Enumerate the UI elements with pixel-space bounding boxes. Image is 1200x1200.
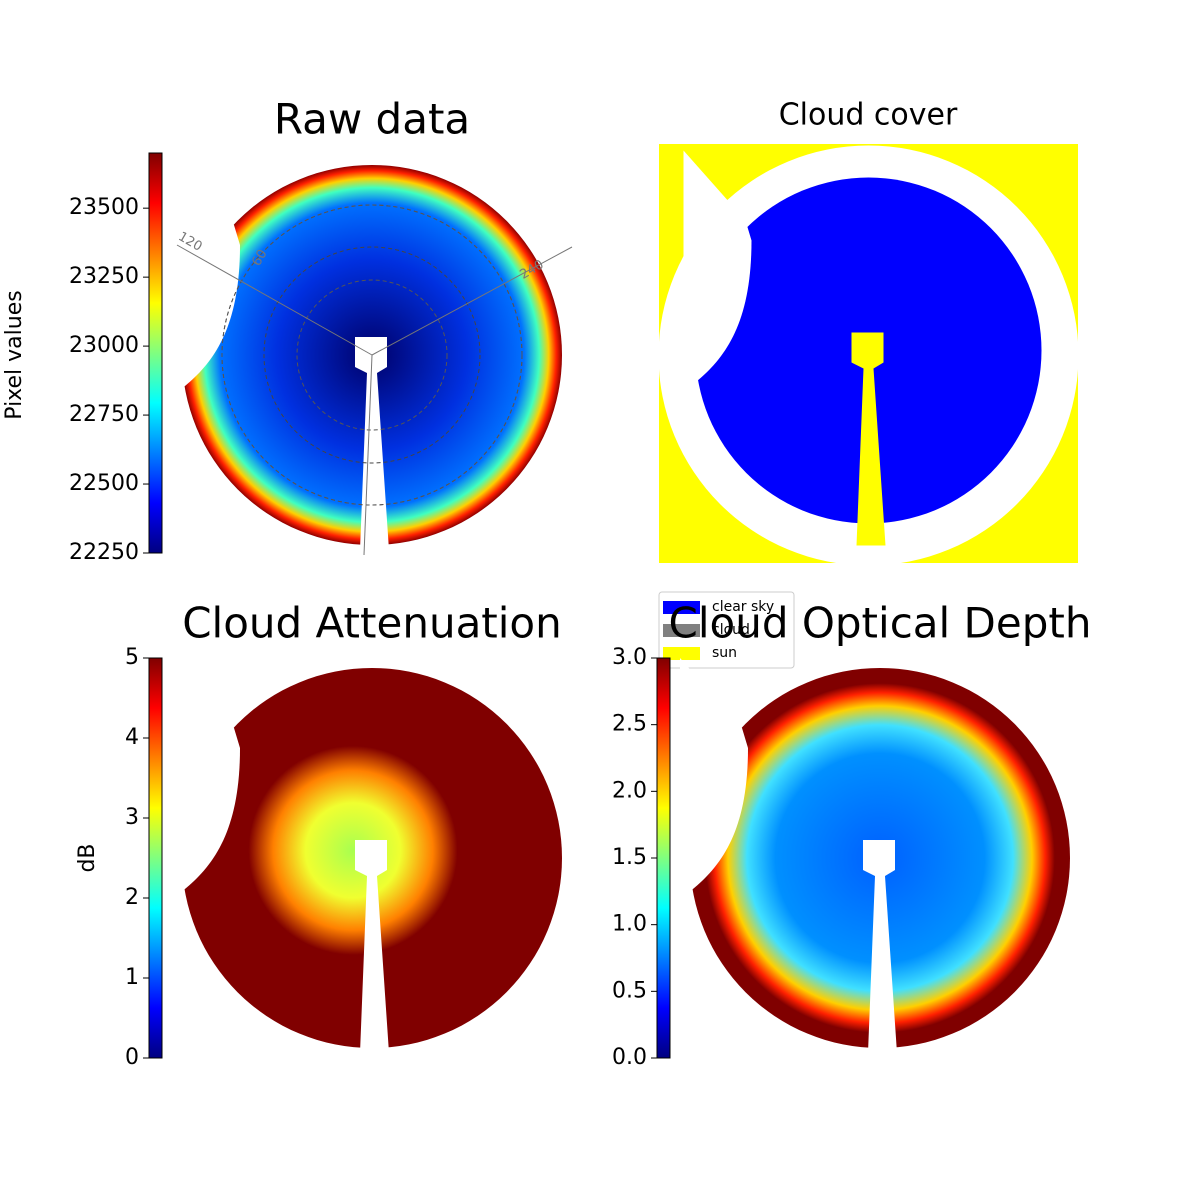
mast-mask [355, 840, 389, 1053]
panel-title: Cloud Optical Depth [669, 599, 1092, 648]
colorbar-tick-label: 3 [125, 805, 139, 830]
mast-mask [863, 840, 897, 1053]
mast-mask [355, 337, 389, 550]
image-mask [683, 150, 752, 386]
colorbar-tick-label: 22500 [69, 471, 139, 496]
colorbar-tick-label: 5 [125, 645, 139, 670]
panel-title: Cloud cover [779, 98, 958, 133]
polar-label: 60 [249, 247, 270, 269]
legend-swatch [663, 624, 700, 637]
polar-grid [221, 204, 523, 506]
legend-label: sun [712, 645, 737, 661]
colorbar-tick-label: 0.5 [612, 978, 647, 1003]
colorbar-tick-label: 1.0 [612, 912, 647, 937]
colorbar-tick-label: 23000 [69, 333, 139, 358]
polar-axis [363, 354, 373, 556]
legend-label: clear sky [712, 599, 774, 615]
panel: Cloud Attenuation 0 1 2 3 4 5 dB [75, 599, 562, 1070]
colorbar-tick-label: 4 [125, 725, 139, 750]
colorbar-tick-label: 22250 [69, 540, 139, 565]
image-mask [680, 658, 748, 893]
polar-axis [176, 244, 373, 356]
panel-title: Cloud Attenuation [182, 599, 562, 648]
colorbar-tick-label: 3.0 [612, 645, 647, 670]
colorbar-tick-label: 23250 [69, 264, 139, 289]
colorbar [656, 657, 671, 1059]
colorbar [148, 657, 163, 1059]
colorbar-label: Pixel values [2, 290, 27, 419]
panel: Cloud cover clear sky cloud sun [658, 98, 1079, 669]
colorbar-tick-label: 1.5 [612, 845, 647, 870]
colorbar-tick-label: 23500 [69, 195, 139, 220]
colorbar-tick-label: 0.0 [612, 1045, 647, 1070]
colorbar-tick-label: 2 [125, 885, 139, 910]
sun-mast [851, 332, 886, 546]
image-mask [172, 155, 240, 390]
colorbar-tick-label: 1 [125, 965, 139, 990]
colorbar-tick-label: 2.5 [612, 712, 647, 737]
legend-label: cloud [712, 622, 750, 638]
colorbar [148, 152, 163, 554]
legend-swatch [663, 601, 700, 614]
colorbar-tick-label: 22750 [69, 402, 139, 427]
colorbar-tick-label: 2.0 [612, 778, 647, 803]
colorbar-label: dB [75, 843, 100, 872]
legend-swatch [663, 647, 700, 660]
polar-grid [263, 246, 481, 464]
image-mask [172, 658, 240, 893]
panel: Cloud Optical Depth 0.0 0.5 1.0 1.5 2.0 2.5 3.0 [612, 599, 1091, 1071]
polar-axis [371, 246, 573, 356]
colorbar-tick-label: 0 [125, 1045, 139, 1070]
polar-grid [296, 279, 448, 431]
panel-title: Raw data [274, 95, 470, 144]
